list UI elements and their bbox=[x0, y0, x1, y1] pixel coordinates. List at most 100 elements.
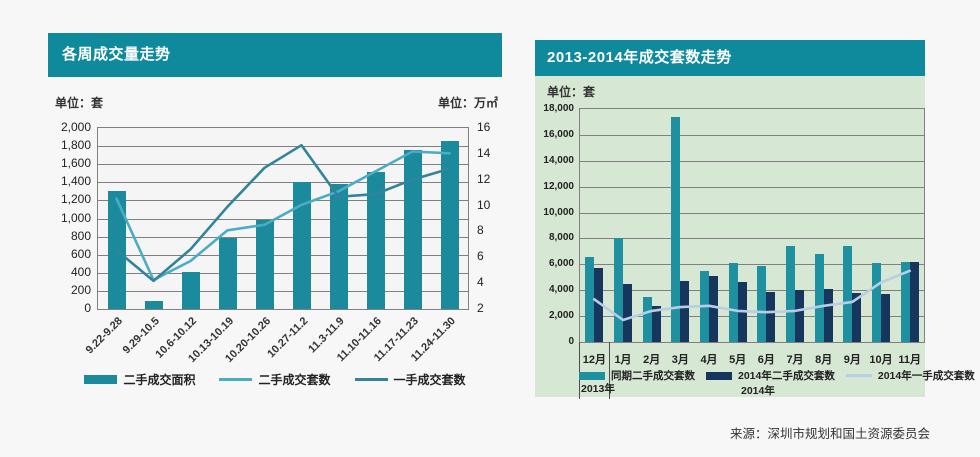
y-axis-tick-left: 2,000 bbox=[60, 120, 91, 134]
bar-series-0 bbox=[671, 116, 681, 342]
legend-item-2014-secondhand: 2014年二手成交套数 bbox=[706, 368, 835, 383]
gridline bbox=[580, 290, 924, 292]
gridline bbox=[98, 182, 468, 184]
gridline bbox=[580, 134, 924, 136]
month-label: 5月 bbox=[729, 354, 747, 366]
y-axis-tick-left: 400 bbox=[70, 264, 91, 279]
y-axis-tick-left: 1,400 bbox=[60, 174, 91, 189]
weekly-volume-chart-card: 各周成交量走势 单位：套 单位：万㎡ 2,000 1,800 1,600 1,400 1… bbox=[48, 33, 502, 407]
right-chart-plot-area: 18,000 16,000 14,000 12,000 10,000 8,000 6,000… bbox=[543, 103, 925, 399]
gridline bbox=[580, 238, 924, 240]
y-axis-tick-left: 600 bbox=[70, 246, 91, 261]
bar-series-0 bbox=[144, 301, 163, 309]
line-series-1 bbox=[115, 150, 451, 282]
bar-series-0 bbox=[843, 246, 853, 342]
y-axis-tick-left: 1,000 bbox=[60, 210, 91, 225]
y-axis-tick: 4,000 bbox=[548, 284, 574, 296]
left-chart-legend: 二手成交面积 二手成交套数 一手成交套数 bbox=[48, 371, 502, 388]
legend-label: 2014年一手成交套数 bbox=[877, 370, 975, 382]
gridline bbox=[98, 290, 468, 292]
source-attribution: 来源：深圳市规划和国土资源委员会 bbox=[729, 427, 930, 441]
y-axis-tick-left: 1,200 bbox=[60, 192, 91, 207]
bar-series-0 bbox=[181, 271, 200, 309]
bar-series-1 bbox=[823, 288, 833, 342]
y-axis-tick-left: 1,600 bbox=[60, 156, 91, 171]
bar-series-0 bbox=[585, 256, 595, 342]
gridline bbox=[580, 264, 924, 266]
gridline bbox=[580, 212, 924, 214]
line-swatch-icon bbox=[219, 378, 253, 381]
left-chart-plot-area: 2,000 1,800 1,600 1,400 1,200 1,000 800 600 400 2… bbox=[61, 120, 490, 365]
gridline bbox=[98, 254, 468, 256]
gridline bbox=[580, 160, 924, 162]
month-label: 7月 bbox=[786, 354, 804, 366]
month-label: 8月 bbox=[815, 354, 833, 366]
y-axis-tick: 2,000 bbox=[548, 310, 574, 322]
y-axis-tick-left: 1,800 bbox=[60, 138, 91, 153]
line-layer bbox=[593, 269, 912, 322]
month-label: 12月 bbox=[582, 354, 606, 366]
y-axis-tick-right: 6 bbox=[477, 249, 484, 264]
y-axis-tick-left: 200 bbox=[70, 282, 91, 297]
bar-series-0 bbox=[728, 263, 738, 342]
right-chart-header: 2013-2014年成交套数走势 bbox=[535, 40, 925, 76]
legend-label: 一手成交套数 bbox=[393, 373, 466, 387]
legend-label: 二手成交套数 bbox=[258, 373, 331, 387]
left-chart-title: 各周成交量走势 bbox=[62, 46, 171, 63]
month-label: 1月 bbox=[614, 354, 632, 366]
month-label: 2月 bbox=[643, 354, 661, 366]
right-axis-unit-label: 单位：万㎡ bbox=[437, 96, 498, 110]
gridline bbox=[98, 164, 468, 166]
bar-series-0 bbox=[757, 265, 767, 342]
bar-series-1 bbox=[651, 305, 661, 342]
bar-series-1 bbox=[594, 268, 604, 342]
line-swatch-icon bbox=[354, 378, 388, 381]
gridline bbox=[98, 236, 468, 238]
legend-item-2014-firsthand: 2014年一手成交套数 bbox=[845, 368, 975, 383]
bar-series-1 bbox=[623, 283, 632, 342]
legend-item-secondhand-area: 二手成交面积 bbox=[84, 371, 195, 388]
bar-swatch-icon bbox=[579, 371, 605, 380]
y-axis-tick: 10,000 bbox=[543, 206, 574, 218]
bar-series-1 bbox=[881, 294, 890, 342]
yearly-units-chart-card: 2013-2014年成交套数走势 单位：套 18,000 16,000 14,000… bbox=[535, 40, 975, 399]
bar-series-0 bbox=[814, 253, 824, 342]
y-axis-tick: 16,000 bbox=[543, 128, 574, 140]
bar-series-0 bbox=[642, 296, 652, 342]
line-series-2 bbox=[115, 143, 451, 283]
y-axis-tick-left: 0 bbox=[84, 301, 91, 315]
month-label: 9月 bbox=[843, 354, 861, 366]
gridline bbox=[98, 200, 468, 202]
legend-item-prev-year-secondhand: 同期二手成交套数 bbox=[579, 368, 695, 383]
gridline bbox=[98, 218, 468, 220]
line-layer bbox=[115, 143, 451, 283]
right-chart-legend: 同期二手成交套数 2014年二手成交套数 2014年一手成交套数 bbox=[579, 368, 975, 383]
gridline bbox=[580, 316, 924, 318]
bar-series-0 bbox=[786, 246, 795, 342]
y-axis-tick: 8,000 bbox=[548, 232, 574, 244]
bar-series-0 bbox=[329, 183, 348, 309]
bar-series-0 bbox=[900, 261, 910, 342]
legend-label: 同期二手成交套数 bbox=[611, 370, 695, 382]
month-label: 11月 bbox=[898, 354, 921, 366]
bar-series-0 bbox=[366, 171, 385, 309]
bar-series-1 bbox=[680, 281, 690, 342]
bar-series-1 bbox=[709, 275, 718, 342]
y-axis-tick-right: 4 bbox=[477, 275, 484, 290]
gridline bbox=[98, 272, 468, 274]
line-series-2 bbox=[593, 269, 912, 322]
y-axis-unit-label: 单位：套 bbox=[547, 85, 596, 99]
legend-label: 2014年二手成交套数 bbox=[738, 370, 835, 382]
bar-series-0 bbox=[872, 263, 881, 342]
y-axis-tick-right: 8 bbox=[477, 223, 484, 238]
bar-series-1 bbox=[795, 290, 804, 342]
year-divider bbox=[608, 342, 610, 399]
y-axis-tick-right: 12 bbox=[477, 171, 491, 186]
month-label: 3月 bbox=[671, 354, 689, 366]
y-axis-tick-left: 800 bbox=[70, 228, 91, 243]
y-axis-tick-right: 14 bbox=[477, 145, 491, 160]
legend-item-firsthand-units: 一手成交套数 bbox=[354, 371, 466, 388]
bar-series-1 bbox=[766, 291, 776, 342]
bar-series-1 bbox=[852, 292, 862, 342]
gridline bbox=[98, 146, 468, 148]
